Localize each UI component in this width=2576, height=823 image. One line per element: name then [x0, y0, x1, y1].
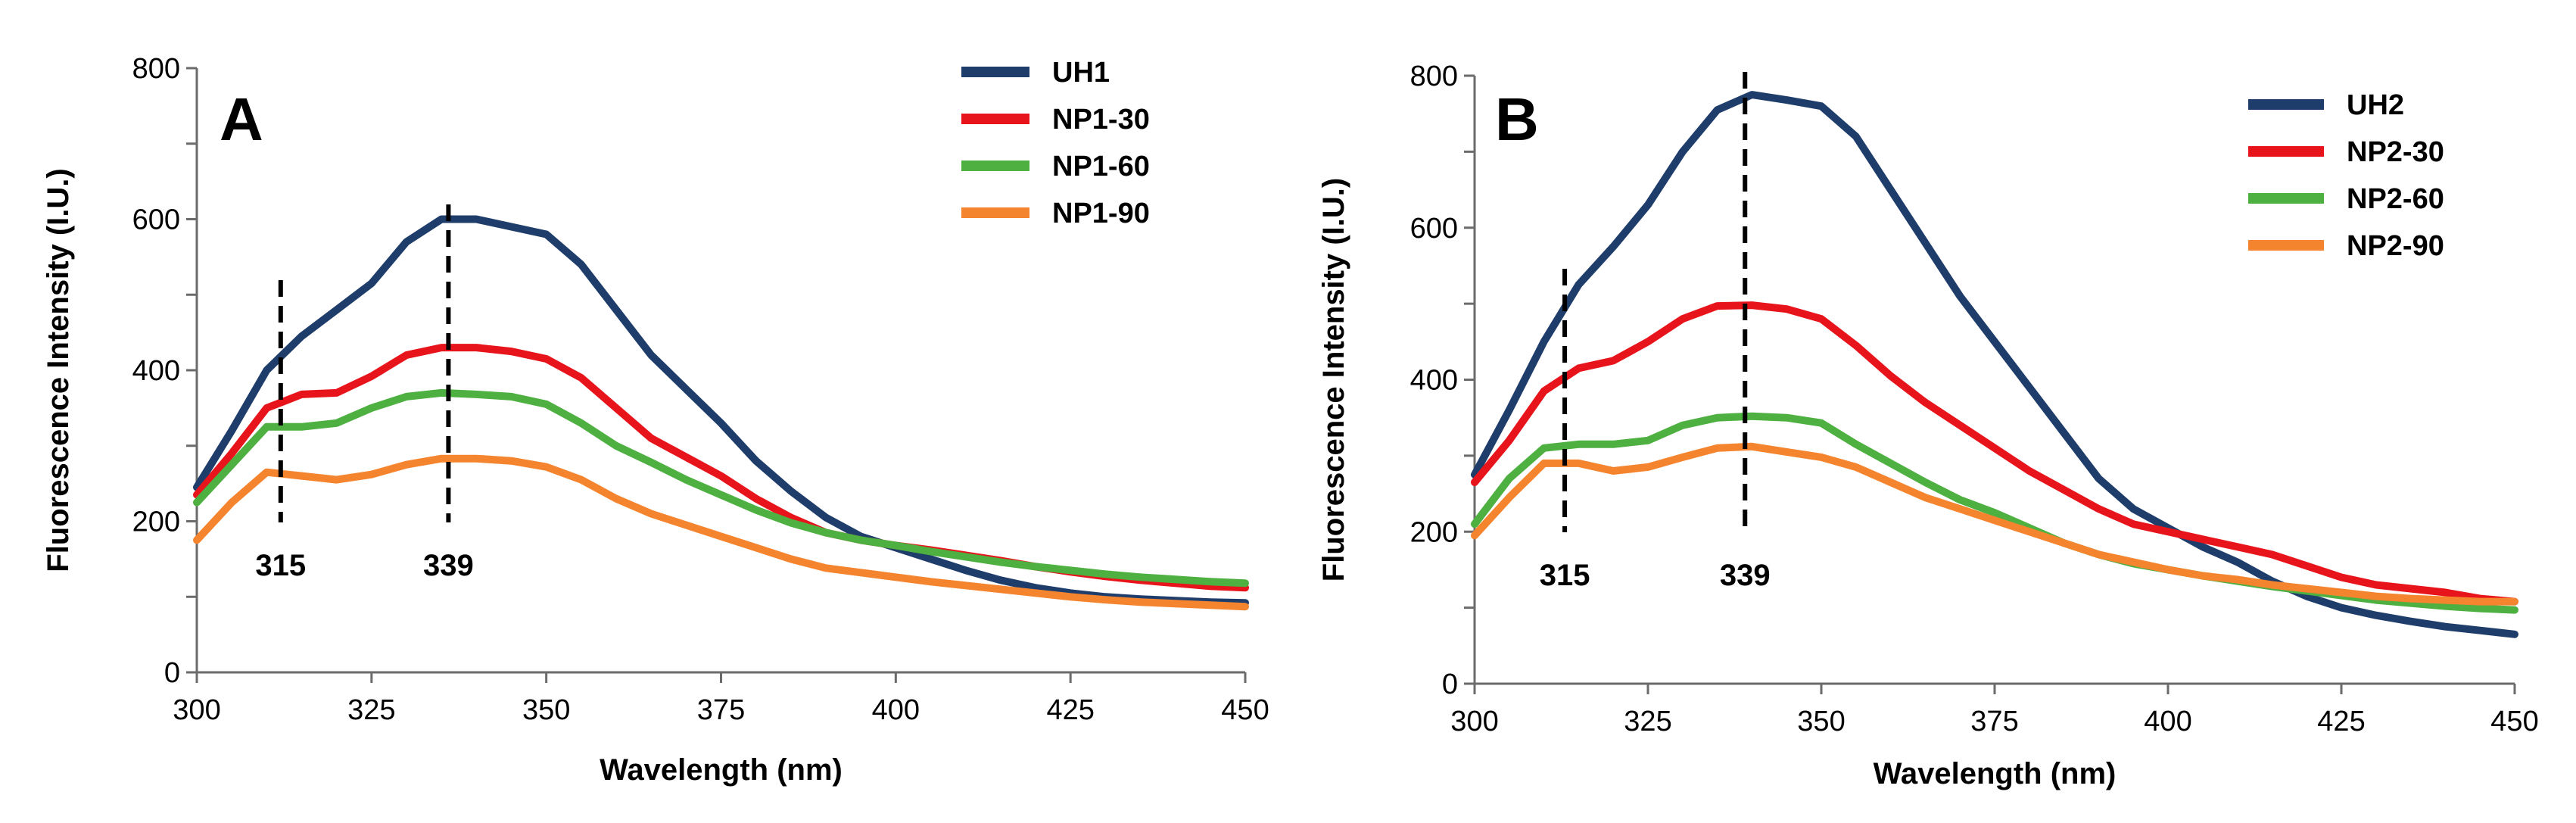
y-tick-label: 600	[132, 204, 180, 236]
x-tick-label: 425	[1046, 694, 1094, 726]
peak-marker-label: 339	[1720, 559, 1771, 592]
panel-b-chart: B 0 200 400 600 800 300 325 350 375 400 425 450 Wave…	[1317, 61, 2539, 790]
x-tick-label: 300	[1450, 706, 1498, 737]
y-tick-label: 400	[132, 355, 180, 387]
x-tick-label: 450	[2490, 706, 2538, 737]
panel-b-label: B	[1495, 86, 1539, 153]
series-line-np2-30	[1471, 301, 2518, 606]
x-tick-label: 325	[1624, 706, 1671, 737]
y-tick-label: 200	[1410, 516, 1458, 548]
x-tick-label: 325	[347, 694, 395, 726]
x-tick-label: 400	[872, 694, 920, 726]
peak-marker-label: 339	[423, 549, 474, 582]
y-tick-label: 0	[164, 657, 180, 689]
x-tick-label: 375	[697, 694, 745, 726]
panel-a-chart: A 0 200 400 600 800 300 325 350 375 400 425 450 Wave…	[42, 53, 1269, 787]
y-tick-label: 400	[1410, 365, 1458, 397]
x-tick-label: 375	[1970, 706, 2018, 737]
x-tick-label: 350	[522, 694, 570, 726]
x-axis-title: Wavelength (nm)	[600, 753, 843, 787]
panel-a-label: A	[220, 86, 263, 153]
legend-entry-label: UH2	[2347, 89, 2404, 121]
series-line-uh2	[1471, 91, 2518, 638]
y-tick-label: 200	[132, 507, 180, 538]
legend-entry-label: NP2-60	[2347, 183, 2444, 215]
x-tick-label: 425	[2317, 706, 2365, 737]
x-tick-label: 400	[2144, 706, 2191, 737]
series-line-uh1	[193, 215, 1249, 607]
x-tick-label: 350	[1797, 706, 1845, 737]
legend-entry-label: UH1	[1052, 57, 1110, 89]
peak-marker-label: 315	[255, 549, 306, 582]
series-line-np1-60	[193, 388, 1249, 588]
legend-entry-label: NP1-90	[1052, 198, 1150, 229]
y-tick-label: 0	[1442, 669, 1458, 700]
y-tick-label: 800	[132, 53, 180, 85]
y-axis-title: Fluorescence Intensity (I.U.)	[1317, 178, 1350, 581]
legend-entry-label: NP1-30	[1052, 104, 1150, 136]
legend-entry-label: NP1-60	[1052, 151, 1150, 182]
legend-entry-label: NP2-90	[2347, 230, 2444, 262]
series-line-np1-90	[193, 454, 1249, 611]
legend-entry-label: NP2-30	[2347, 136, 2444, 168]
series-line-np1-30	[193, 344, 1249, 592]
peak-marker-label: 315	[1540, 559, 1590, 592]
y-tick-label: 800	[1410, 61, 1458, 92]
series-line-np2-90	[1471, 442, 2518, 606]
y-tick-label: 600	[1410, 213, 1458, 245]
x-tick-label: 300	[173, 694, 220, 726]
y-axis-title: Fluorescence Intensity (I.U.)	[42, 168, 75, 572]
x-tick-label: 450	[1221, 694, 1269, 726]
x-axis-title: Wavelength (nm)	[1874, 757, 2117, 790]
